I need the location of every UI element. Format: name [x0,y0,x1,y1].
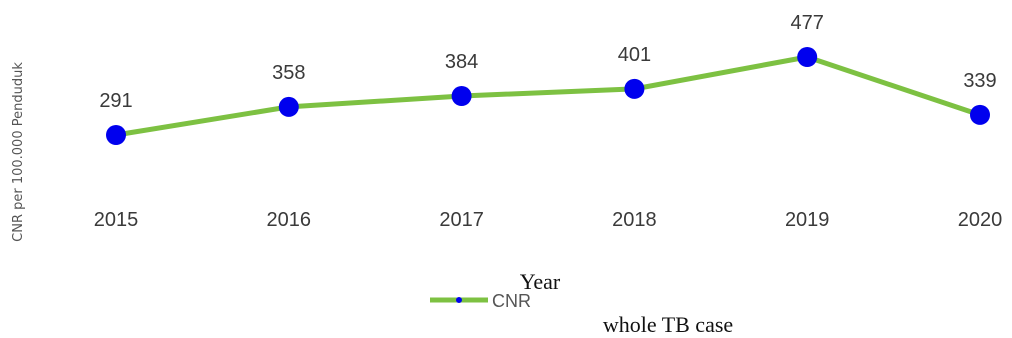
series-layer [106,47,990,145]
x-tick-label-2017: 2017 [439,209,484,231]
x-tick-label-2015: 2015 [94,209,139,231]
x-tick-label-2020: 2020 [958,209,1003,231]
data-point-2019 [797,47,818,67]
x-axis-label: Year [520,269,561,294]
chart-caption: whole TB case [603,312,733,337]
legend: CNR [430,291,531,311]
series-line-cnr [115,54,981,138]
data-point-2018 [624,78,645,99]
data-point-2017 [451,86,472,106]
data-point-2020 [970,104,990,125]
data-point-2015 [106,125,126,145]
data-label-2018: 401 [618,44,651,66]
x-tick-label-2018: 2018 [612,209,657,231]
data-label-2020: 339 [963,70,996,92]
data-label-2017: 384 [445,51,478,73]
data-label-2016: 358 [272,62,305,84]
legend-marker-swatch [456,297,462,303]
data-labels-layer: 291 358 384 401 477 339 [99,12,996,112]
data-label-2019: 477 [791,12,824,34]
y-axis-label: CNR per 100.000 Penduduk [11,62,26,242]
x-tick-labels-layer: 2015 2016 2017 2018 2019 2020 [94,209,1003,231]
data-point-2016 [278,96,299,117]
legend-label-cnr: CNR [492,291,531,311]
x-tick-label-2016: 2016 [267,209,312,231]
x-tick-label-2019: 2019 [785,209,830,231]
data-label-2015: 291 [99,90,132,112]
